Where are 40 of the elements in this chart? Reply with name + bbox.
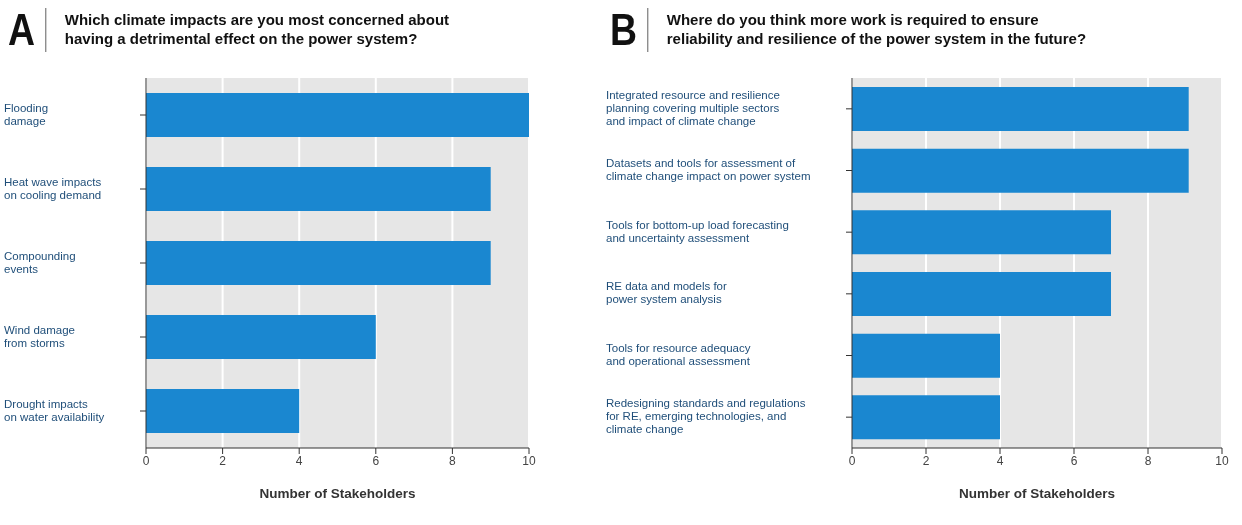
y-tick-label: Flooding damage [4,101,49,127]
chart-title: Which climate impacts are you most concerned about having a detrimental effect on the power system? [64,10,450,48]
y-tick-label: Heat wave impacts on cooling demand [4,175,102,201]
y-tick-label: Redesigning standards and regulations for RE, emerging technologies, and climate change [606,397,806,436]
x-tick-label: 8 [449,453,457,468]
y-tick-label: Tools for resource adequacy and operational assessment [606,342,751,368]
x-tick-label: 8 [1144,453,1152,468]
bar [852,333,1000,378]
chart-title: Where do you think more work is required to ensure reliability and resilience of the power system in the future? [666,10,1087,48]
x-tick-label: 10 [1215,453,1229,468]
x-axis-title: Number of Stakeholders [259,486,416,501]
x-tick-label: 2 [922,453,930,468]
y-tick-label: Integrated resource and resilience planning covering multiple sectors and impact of climate change [606,88,780,127]
y-tick-label: RE data and models for power system analysis [606,280,727,306]
bar [852,148,1189,193]
y-tick-label: Wind damage from storms [4,323,75,349]
bar [146,93,529,137]
text: B [610,5,649,54]
x-axis-title: Number of Stakeholders [958,486,1116,501]
bar [146,241,491,285]
x-tick-label: 4 [996,453,1004,468]
x-tick-label: 2 [219,453,227,468]
x-tick-label: 6 [372,453,380,468]
y-tick-label: Datasets and tools for assessment of climate change impact on power system [606,157,811,183]
y-tick-label: Drought impacts on water availability [4,397,105,423]
bar [146,315,376,359]
x-tick-label: 0 [848,453,856,468]
y-tick-label: Tools for bottom-up load forecasting and uncertainty assessment [606,218,789,244]
bar [146,167,491,211]
bar [852,87,1189,131]
y-tick-label: Compounding events [4,249,76,275]
x-tick-label: 4 [295,453,303,468]
bar [852,272,1111,316]
x-tick-label: 0 [142,453,150,468]
text: A [8,5,47,54]
x-tick-label: 10 [522,453,536,468]
x-tick-label: 6 [1070,453,1078,468]
bar [852,210,1111,255]
bar [852,395,1000,440]
bar [146,389,300,433]
